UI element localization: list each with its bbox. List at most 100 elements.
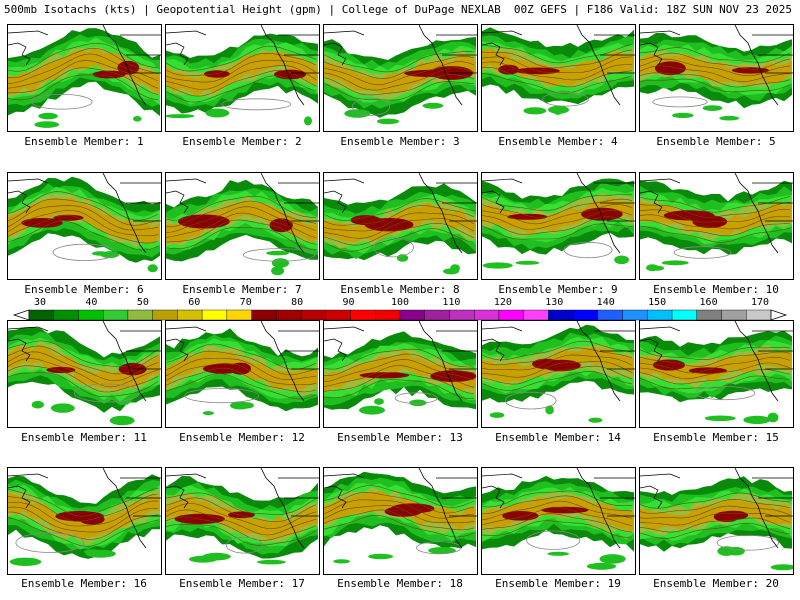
isotach-blob bbox=[588, 417, 603, 423]
height-contour bbox=[8, 358, 159, 388]
grey-contour bbox=[716, 535, 780, 551]
scale-swatch bbox=[276, 309, 302, 321]
ensemble-member-map bbox=[323, 320, 478, 428]
coastline bbox=[576, 321, 635, 402]
coastline-asia bbox=[640, 30, 681, 66]
ensemble-member-map-graphic bbox=[8, 173, 161, 273]
grey-contour bbox=[15, 532, 85, 553]
scale-swatch bbox=[523, 309, 549, 321]
height-contour bbox=[166, 195, 317, 221]
height-contour bbox=[482, 520, 633, 538]
ensemble-member-label: Ensemble Member: 1 bbox=[24, 135, 144, 148]
scale-swatch bbox=[325, 309, 351, 321]
isotach-blob bbox=[482, 262, 513, 269]
scale-tick-label: 140 bbox=[596, 297, 615, 308]
height-contour bbox=[8, 345, 159, 375]
scale-swatch bbox=[548, 309, 574, 321]
scale-swatch bbox=[53, 309, 79, 321]
coastline bbox=[576, 173, 635, 254]
ensemble-member-label: Ensemble Member: 6 bbox=[24, 283, 144, 296]
grey-contour bbox=[242, 248, 316, 262]
height-contour bbox=[166, 497, 317, 523]
height-contour bbox=[640, 351, 791, 367]
scale-tick-label: 30 bbox=[33, 297, 47, 308]
isotach-band bbox=[8, 492, 160, 539]
isotach-blob bbox=[443, 268, 459, 275]
height-contour bbox=[8, 209, 159, 237]
coastline bbox=[576, 468, 635, 549]
height-contour bbox=[324, 515, 475, 538]
isotach-blob bbox=[650, 265, 664, 271]
scale-arrow-right bbox=[770, 309, 788, 321]
isotach-blob bbox=[368, 553, 394, 560]
ensemble-member-map bbox=[639, 320, 794, 428]
scale-swatch bbox=[399, 309, 425, 321]
ensemble-member-label: Ensemble Member: 8 bbox=[340, 283, 460, 296]
scale-swatch bbox=[152, 309, 178, 321]
height-contour bbox=[8, 191, 159, 221]
isotach-blob bbox=[548, 105, 570, 114]
ensemble-member-label: Ensemble Member: 9 bbox=[498, 283, 618, 296]
ensemble-member-label: Ensemble Member: 19 bbox=[495, 577, 621, 590]
ensemble-member-map-graphic bbox=[640, 321, 793, 424]
jet-core bbox=[204, 70, 230, 78]
height-contour bbox=[640, 214, 791, 230]
height-contour bbox=[640, 362, 791, 380]
isotach-blob bbox=[396, 254, 409, 262]
isotach-band bbox=[8, 37, 160, 106]
ensemble-member-label: Ensemble Member: 14 bbox=[495, 431, 621, 444]
height-contour bbox=[8, 517, 159, 547]
height-contour bbox=[324, 379, 474, 399]
height-contour bbox=[8, 74, 159, 101]
ensemble-member-map bbox=[639, 172, 794, 280]
isotach-blob bbox=[166, 114, 195, 119]
ensemble-member-map bbox=[7, 24, 162, 132]
coastline-asia bbox=[166, 178, 207, 214]
scale-swatch bbox=[424, 309, 450, 321]
height-contour bbox=[166, 503, 317, 530]
isotach-blob bbox=[304, 116, 312, 126]
height-contour bbox=[8, 487, 159, 517]
ensemble-member-map-graphic bbox=[482, 25, 635, 115]
height-contour bbox=[324, 51, 475, 73]
scale-swatch bbox=[127, 309, 153, 321]
grey-contour bbox=[184, 388, 260, 404]
height-contour bbox=[8, 500, 158, 527]
jet-core bbox=[364, 218, 414, 232]
height-contour bbox=[324, 212, 475, 232]
isotach-blob bbox=[100, 251, 120, 259]
height-contour bbox=[640, 492, 791, 509]
height-contour bbox=[166, 358, 317, 380]
isotach-blob bbox=[428, 547, 456, 554]
coastline bbox=[418, 25, 477, 106]
isotach-blob bbox=[133, 116, 142, 122]
height-contour bbox=[640, 78, 791, 93]
ensemble-member-map bbox=[7, 467, 162, 575]
height-contour bbox=[8, 47, 159, 79]
height-contour bbox=[324, 218, 475, 239]
scale-tick-label: 90 bbox=[342, 297, 355, 308]
grey-contour bbox=[416, 541, 462, 555]
grey-contour bbox=[652, 96, 708, 108]
ensemble-member-map-graphic bbox=[640, 173, 793, 272]
isotach-blob bbox=[344, 109, 371, 118]
ensemble-member-map bbox=[323, 172, 478, 280]
height-contour bbox=[482, 49, 633, 69]
scale-swatch bbox=[226, 309, 252, 321]
height-contour bbox=[482, 209, 633, 230]
scale-swatch bbox=[746, 309, 772, 321]
height-contour bbox=[640, 356, 791, 374]
coastline-asia bbox=[482, 326, 523, 362]
isotach-blob bbox=[38, 112, 58, 120]
scale-swatch bbox=[498, 309, 524, 321]
height-contour bbox=[640, 522, 791, 539]
height-contour bbox=[640, 58, 791, 77]
ensemble-member-map-graphic bbox=[324, 25, 477, 125]
coastline bbox=[260, 468, 319, 549]
ensemble-member-map bbox=[165, 172, 320, 280]
coastline-asia bbox=[324, 473, 365, 509]
height-contour bbox=[324, 365, 475, 388]
isotach-band bbox=[8, 198, 160, 244]
coastline-asia bbox=[324, 178, 365, 214]
height-contour bbox=[324, 371, 475, 394]
